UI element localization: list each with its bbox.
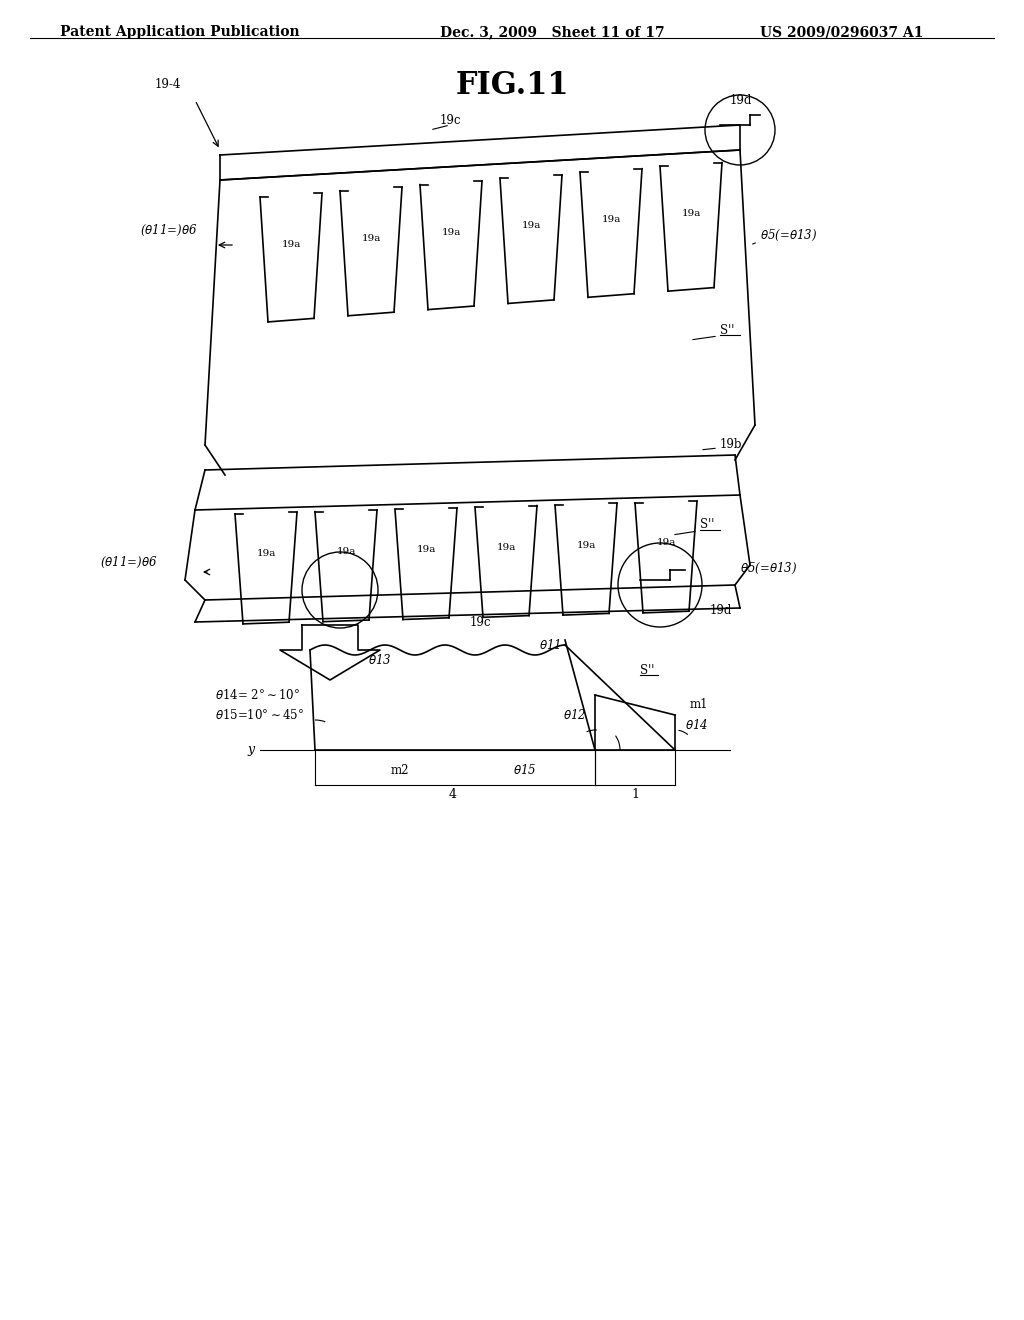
Text: 1: 1 [631, 788, 639, 801]
Text: 19b: 19b [720, 438, 742, 451]
Text: 19a: 19a [417, 545, 435, 554]
Text: 4: 4 [449, 788, 457, 801]
Text: y: y [248, 743, 255, 756]
Text: Dec. 3, 2009   Sheet 11 of 17: Dec. 3, 2009 Sheet 11 of 17 [440, 25, 665, 40]
Text: $\theta$14= 2°$\sim$10°: $\theta$14= 2°$\sim$10° [215, 688, 300, 702]
Text: $\theta$14: $\theta$14 [685, 718, 709, 733]
Text: 19c: 19c [469, 615, 490, 628]
Text: 19a: 19a [336, 548, 355, 556]
Text: ($\theta$11=)$\theta$6: ($\theta$11=)$\theta$6 [100, 554, 158, 569]
Text: $\theta$11: $\theta$11 [539, 638, 561, 652]
Text: 19-4: 19-4 [155, 78, 181, 91]
Text: Patent Application Publication: Patent Application Publication [60, 25, 300, 40]
Text: 19a: 19a [361, 234, 381, 243]
Text: 19a: 19a [256, 549, 275, 558]
Text: 19d: 19d [710, 603, 732, 616]
Text: 19a: 19a [441, 227, 461, 236]
Text: $\theta$12: $\theta$12 [563, 708, 587, 722]
Text: FIG.11: FIG.11 [456, 70, 568, 102]
Text: S'': S'' [700, 519, 715, 532]
Text: 19a: 19a [577, 541, 596, 549]
Text: 19a: 19a [497, 543, 516, 552]
Text: 19a: 19a [521, 222, 541, 231]
Text: 19a: 19a [681, 209, 700, 218]
Text: ($\theta$11=)$\theta$6: ($\theta$11=)$\theta$6 [140, 223, 198, 238]
Text: $\theta$15=10°$\sim$45°: $\theta$15=10°$\sim$45° [215, 708, 304, 722]
Text: 19c: 19c [439, 114, 461, 127]
Text: $\theta$13: $\theta$13 [369, 653, 392, 667]
Text: 19a: 19a [601, 215, 621, 224]
Text: 19a: 19a [656, 539, 676, 548]
Text: S'': S'' [720, 323, 734, 337]
Text: US 2009/0296037 A1: US 2009/0296037 A1 [760, 25, 924, 40]
Text: 19d: 19d [730, 94, 753, 107]
Text: $\theta$5(=$\theta$13): $\theta$5(=$\theta$13) [760, 227, 817, 243]
Text: m1: m1 [690, 698, 709, 711]
Text: $\theta$5(=$\theta$13): $\theta$5(=$\theta$13) [740, 561, 798, 576]
Text: m2: m2 [391, 763, 410, 776]
Text: S'': S'' [640, 664, 654, 676]
Text: 19a: 19a [282, 240, 301, 249]
Text: $\theta$15: $\theta$15 [513, 763, 537, 777]
